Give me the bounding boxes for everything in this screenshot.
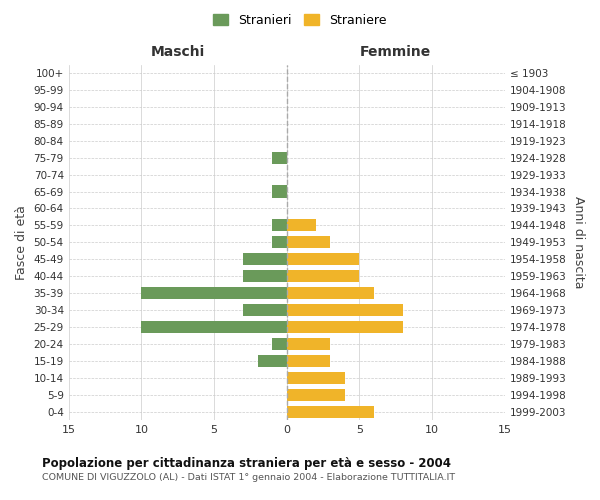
- Bar: [272, 186, 287, 198]
- Bar: [243, 270, 287, 282]
- Legend: Stranieri, Straniere: Stranieri, Straniere: [208, 8, 392, 32]
- Y-axis label: Anni di nascita: Anni di nascita: [572, 196, 585, 288]
- Bar: [287, 287, 374, 299]
- Bar: [287, 338, 331, 350]
- Text: Femmine: Femmine: [360, 46, 431, 60]
- Bar: [142, 321, 287, 333]
- Bar: [243, 304, 287, 316]
- Text: Maschi: Maschi: [151, 46, 205, 60]
- Bar: [272, 152, 287, 164]
- Bar: [287, 372, 345, 384]
- Bar: [287, 270, 359, 282]
- Text: COMUNE DI VIGUZZOLO (AL) - Dati ISTAT 1° gennaio 2004 - Elaborazione TUTTITALIA.: COMUNE DI VIGUZZOLO (AL) - Dati ISTAT 1°…: [42, 472, 455, 482]
- Bar: [257, 355, 287, 367]
- Bar: [287, 220, 316, 232]
- Text: Popolazione per cittadinanza straniera per età e sesso - 2004: Popolazione per cittadinanza straniera p…: [42, 458, 451, 470]
- Bar: [287, 304, 403, 316]
- Bar: [272, 236, 287, 248]
- Bar: [287, 253, 359, 266]
- Bar: [142, 287, 287, 299]
- Bar: [287, 321, 403, 333]
- Bar: [287, 236, 331, 248]
- Bar: [287, 406, 374, 418]
- Bar: [287, 388, 345, 401]
- Bar: [272, 220, 287, 232]
- Bar: [272, 338, 287, 350]
- Y-axis label: Fasce di età: Fasce di età: [15, 205, 28, 280]
- Bar: [287, 355, 331, 367]
- Bar: [243, 253, 287, 266]
